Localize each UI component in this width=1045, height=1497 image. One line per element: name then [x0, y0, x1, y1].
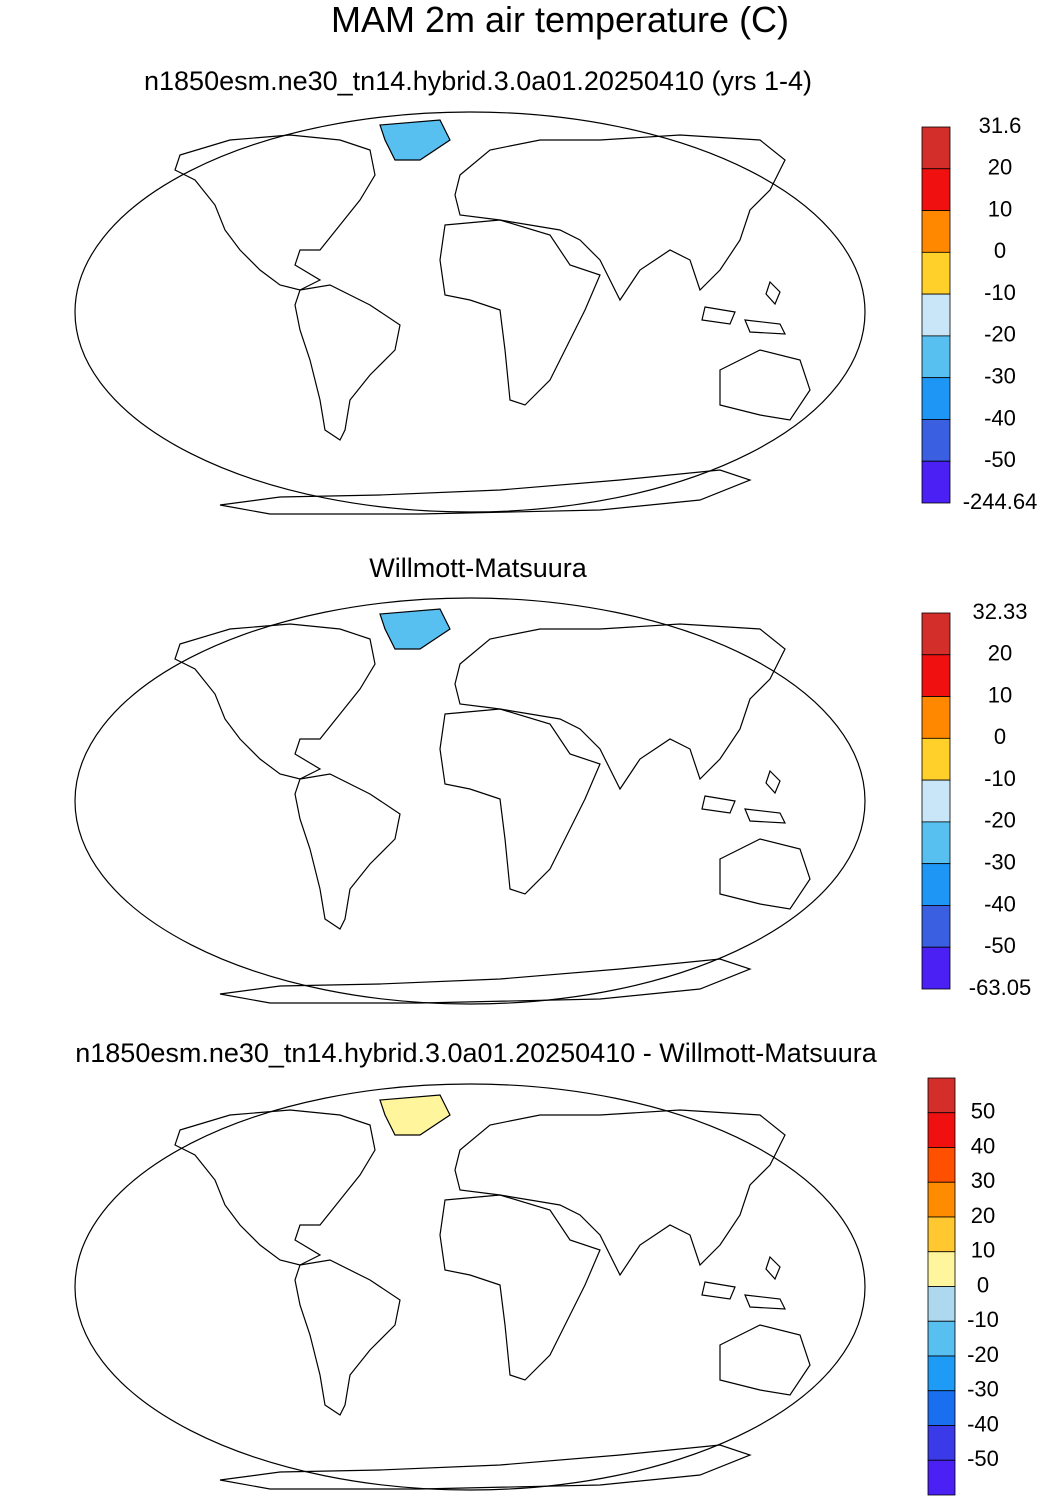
colorbar-label: -10 — [967, 1307, 999, 1332]
colorbar-label: -40 — [984, 891, 1016, 916]
colorbar-box — [927, 1251, 956, 1287]
colorbar-box — [921, 251, 951, 295]
colorbar-label: 20 — [971, 1203, 995, 1228]
colorbar-label: 30 — [971, 1168, 995, 1193]
colorbar-label: 31.6 — [979, 113, 1022, 138]
map — [74, 111, 866, 515]
colorbar-box — [927, 1077, 956, 1114]
colorbar-label: 0 — [994, 724, 1006, 749]
colorbar-box — [921, 863, 951, 906]
colorbar-label: 0 — [977, 1272, 989, 1297]
figure-title: MAM 2m air temperature (C) — [331, 0, 789, 40]
colorbar-label: 40 — [971, 1133, 995, 1158]
colorbar-box — [921, 293, 951, 337]
colorbar-label: 10 — [971, 1238, 995, 1263]
map — [74, 597, 866, 1005]
colorbar-box — [921, 737, 951, 781]
colorbar-box — [921, 335, 951, 379]
colorbar-box — [921, 612, 951, 656]
colorbar-label: 10 — [988, 682, 1012, 707]
colorbar-box — [927, 1112, 956, 1148]
colorbar-box — [921, 821, 951, 865]
panel: Willmott-Matsuura — [74, 553, 866, 1005]
colorbar-label: 0 — [994, 238, 1006, 263]
colorbar-box — [921, 905, 951, 948]
colorbar-label: 50 — [971, 1099, 995, 1124]
panel-title: Willmott-Matsuura — [369, 553, 588, 583]
colorbar-label: 32.33 — [972, 599, 1027, 624]
colorbar-box — [921, 210, 951, 253]
colorbar-box — [921, 377, 951, 420]
panel-title: n1850esm.ne30_tn14.hybrid.3.0a01.2025041… — [144, 66, 812, 96]
colorbar-box — [927, 1390, 956, 1426]
colorbar-box — [927, 1147, 956, 1183]
colorbar-box — [921, 126, 951, 170]
colorbar-box — [921, 168, 951, 211]
map — [74, 1083, 866, 1491]
panel: n1850esm.ne30_tn14.hybrid.3.0a01.2025041… — [74, 66, 866, 515]
panel: n1850esm.ne30_tn14.hybrid.3.0a01.2025041… — [74, 1038, 878, 1491]
colorbar-label: 20 — [988, 155, 1012, 180]
colorbar-label: -10 — [984, 766, 1016, 791]
colorbar-label: 20 — [988, 641, 1012, 666]
colorbar-box — [927, 1425, 956, 1461]
colorbar-box — [927, 1181, 956, 1218]
colorbar-label: -20 — [984, 322, 1016, 347]
colorbar-box — [927, 1459, 956, 1496]
colorbar-box — [927, 1286, 956, 1322]
colorbar-box — [927, 1320, 956, 1357]
colorbar-box — [921, 419, 951, 462]
colorbar-label: -244.64 — [963, 489, 1038, 514]
colorbar-box — [921, 696, 951, 739]
colorbar-box — [921, 654, 951, 697]
colorbar-label: 10 — [988, 196, 1012, 221]
colorbar-box — [921, 946, 951, 990]
colorbar-label: -20 — [984, 808, 1016, 833]
colorbar-box — [921, 460, 951, 504]
colorbar-label: -50 — [967, 1446, 999, 1471]
colorbar-label: -30 — [984, 849, 1016, 874]
colorbar-label: -40 — [984, 405, 1016, 430]
colorbar-label: -10 — [984, 280, 1016, 305]
colorbar-label: -40 — [967, 1411, 999, 1436]
colorbar-label: -63.05 — [969, 975, 1031, 1000]
colorbar-box — [927, 1216, 956, 1253]
colorbar-label: -50 — [984, 447, 1016, 472]
colorbar-label: -20 — [967, 1342, 999, 1367]
colorbar-label: -30 — [984, 363, 1016, 388]
colorbar-box — [921, 779, 951, 823]
colorbar-label: -30 — [967, 1377, 999, 1402]
panel-title: n1850esm.ne30_tn14.hybrid.3.0a01.2025041… — [75, 1038, 877, 1068]
colorbar-label: -50 — [984, 933, 1016, 958]
colorbar-box — [927, 1355, 956, 1392]
